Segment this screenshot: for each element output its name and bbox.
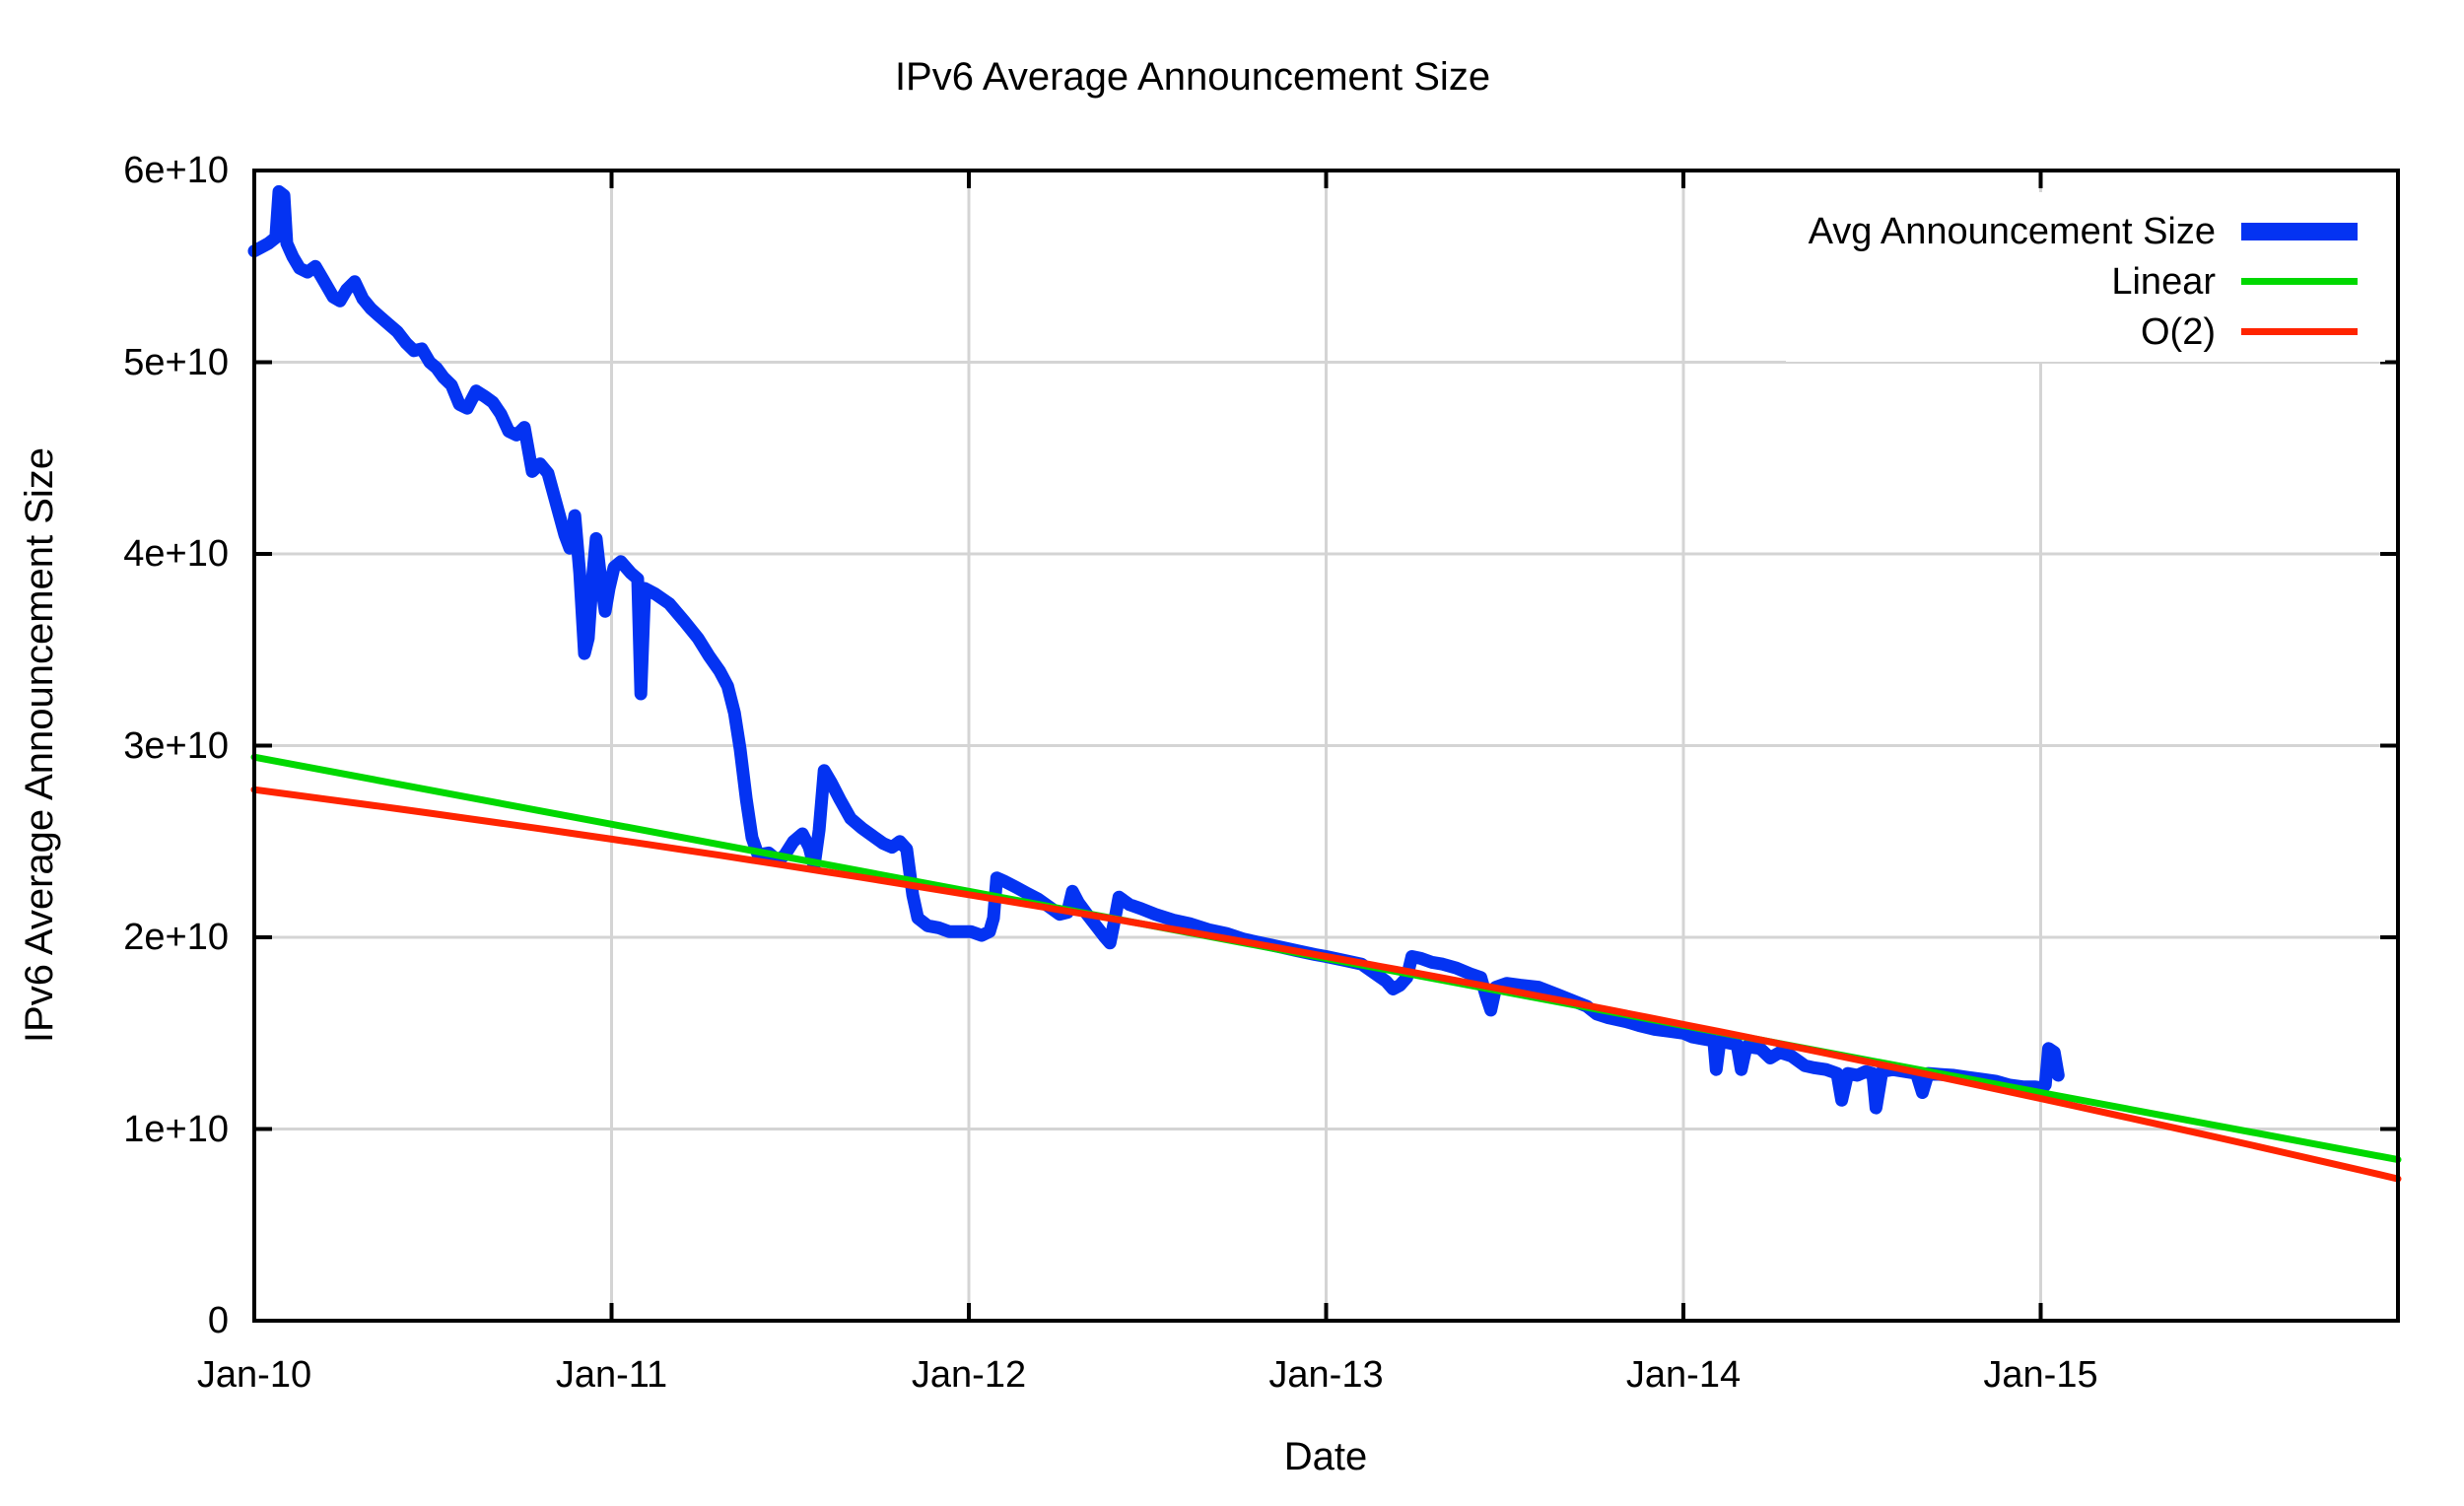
legend-swatch-o-2 xyxy=(2241,328,2358,335)
legend-label-avg-announcement-size: Avg Announcement Size xyxy=(1808,210,2216,252)
y-tick-label: 5e+10 xyxy=(123,341,229,383)
legend-swatch-avg-announcement-size xyxy=(2241,222,2358,240)
y-tick-label: 6e+10 xyxy=(123,150,229,191)
legend-label-o-2: O(2) xyxy=(2141,310,2216,353)
x-tick-label: Jan-14 xyxy=(1625,1354,1742,1396)
legend-label-linear: Linear xyxy=(2111,260,2216,303)
x-axis-title: Date xyxy=(1283,1435,1368,1478)
x-tick-label: Jan-10 xyxy=(196,1354,312,1396)
legend-row-o-2: O(2) xyxy=(1786,307,2358,357)
y-tick-label: 4e+10 xyxy=(123,533,229,575)
chart-title: IPv6 Average Announcement Size xyxy=(894,55,1491,99)
legend: Avg Announcement Size Linear O(2) xyxy=(1786,192,2385,362)
x-tick-label: Jan-13 xyxy=(1268,1354,1384,1396)
legend-row-linear: Linear xyxy=(1786,256,2358,307)
y-tick-label: 1e+10 xyxy=(123,1108,229,1150)
x-tick-label: Jan-12 xyxy=(911,1354,1027,1396)
legend-row-avg-announcement-size: Avg Announcement Size xyxy=(1786,206,2358,256)
legend-swatch-linear xyxy=(2241,278,2358,285)
x-tick-label: Jan-11 xyxy=(555,1354,668,1396)
series-line-avg-announcement-size xyxy=(247,184,2065,1115)
y-tick-label: 2e+10 xyxy=(123,917,229,958)
series-line-o-2 xyxy=(250,786,2402,1183)
x-tick-label: Jan-15 xyxy=(1983,1354,2098,1396)
y-tick-label: 0 xyxy=(207,1300,229,1341)
y-tick-label: 3e+10 xyxy=(123,724,229,767)
